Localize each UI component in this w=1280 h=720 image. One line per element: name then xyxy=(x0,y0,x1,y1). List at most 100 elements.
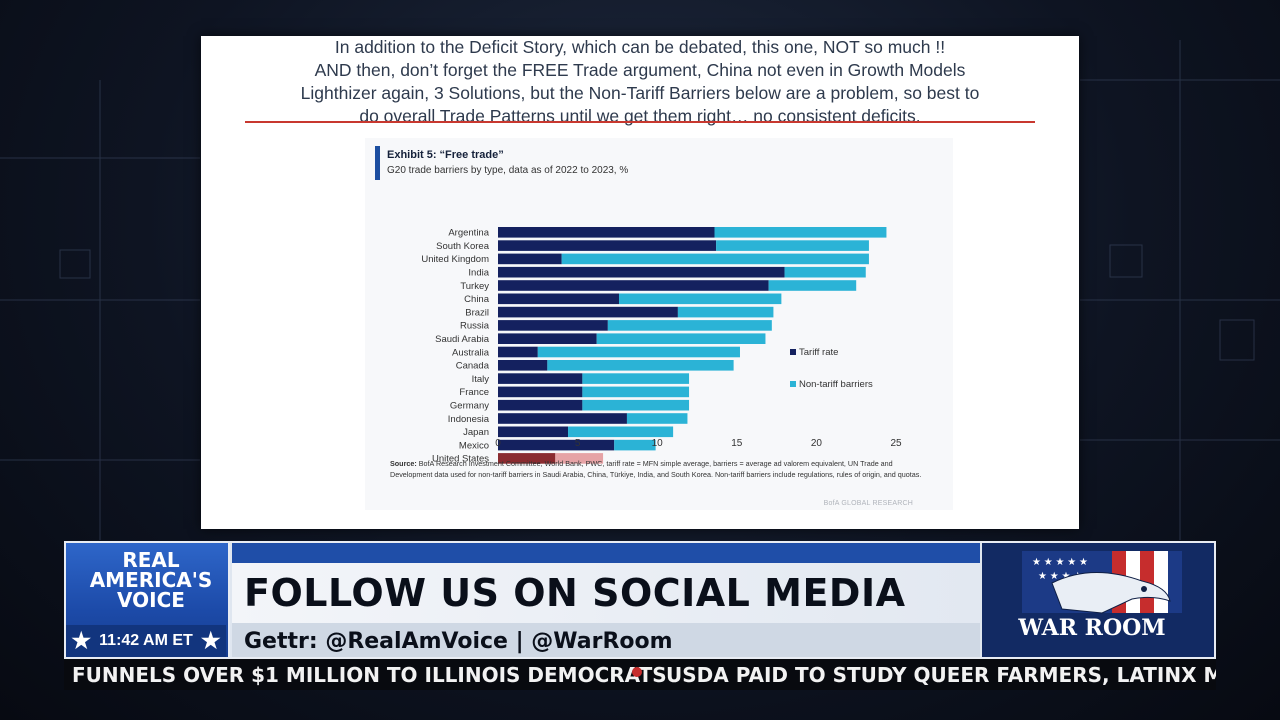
bar-tariff xyxy=(498,386,583,398)
category-label: France xyxy=(459,387,489,398)
x-tick-label: 10 xyxy=(652,438,664,449)
bar-tariff xyxy=(498,373,583,384)
headline-banner: FOLLOW US ON SOCIAL MEDIA Gettr: @RealAm… xyxy=(232,563,980,657)
bar-non-tariff xyxy=(537,346,740,358)
slide-line: In addition to the Deficit Story, which … xyxy=(334,37,946,57)
bar-non-tariff xyxy=(582,386,690,398)
legend-label: Non-tariff barriers xyxy=(799,379,873,390)
bar-tariff xyxy=(498,360,548,371)
stacked-bar-chart: Argentina South Korea United Kingdom India T… xyxy=(421,227,902,465)
x-tick-label: 15 xyxy=(731,438,743,449)
bar-tariff xyxy=(498,280,769,291)
network-logo-line: AMERICA'S xyxy=(89,568,213,592)
network-logo-line: REAL xyxy=(122,548,180,572)
bar-tariff xyxy=(498,399,583,411)
x-tick-label: 20 xyxy=(811,438,823,449)
bar-non-tariff xyxy=(582,399,690,411)
category-label: Italy xyxy=(472,374,490,385)
presentation-slide: In addition to the Deficit Story, which … xyxy=(201,36,1079,529)
ticker-item: USDA PAID TO STUDY QUEER FARMERS, LATINX… xyxy=(666,663,1216,687)
chart-title: Exhibit 5: “Free trade” xyxy=(387,149,504,161)
bar-non-tariff xyxy=(626,413,688,424)
category-label: Turkey xyxy=(460,281,489,292)
x-tick-label: 25 xyxy=(890,438,902,449)
category-label: Canada xyxy=(456,361,490,372)
bar-non-tariff xyxy=(614,439,656,451)
slide-line: AND then, don’t forget the FREE Trade ar… xyxy=(314,60,966,80)
legend-swatch xyxy=(790,381,796,387)
eagle-flag-icon: ★ ★ ★ ★ ★ ★ ★ ★ ★ xyxy=(1022,551,1182,614)
category-label: Brazil xyxy=(465,307,489,318)
category-label: Saudi Arabia xyxy=(435,334,490,345)
bar-non-tariff xyxy=(784,266,866,278)
bar-non-tariff xyxy=(547,360,734,371)
bar-non-tariff xyxy=(768,280,857,291)
bar-tariff xyxy=(498,453,556,464)
banner-subline: Gettr: @RealAmVoice | @WarRoom xyxy=(244,629,673,654)
chart-panel: Exhibit 5: “Free trade” G20 trade barrie… xyxy=(365,138,953,510)
banner-top-strip xyxy=(232,543,980,563)
slide-line: do overall Trade Patterns until we get t… xyxy=(359,106,921,126)
bar-non-tariff xyxy=(716,240,869,251)
banner-subline-background xyxy=(232,623,980,657)
clock-time: 11:42 AM ET xyxy=(99,632,193,649)
bar-tariff xyxy=(498,426,569,438)
svg-text:★ ★ ★ ★: ★ ★ ★ ★ xyxy=(1038,571,1082,582)
bar-tariff xyxy=(498,413,627,424)
bar-non-tariff xyxy=(607,320,772,331)
ticker-separator-icon xyxy=(632,667,642,677)
network-logo: REAL AMERICA'S VOICE xyxy=(76,550,226,610)
category-label: United Kingdom xyxy=(421,254,489,265)
category-label: Japan xyxy=(463,427,489,438)
banner-headline: FOLLOW US ON SOCIAL MEDIA xyxy=(244,571,906,615)
bar-non-tariff xyxy=(561,253,869,265)
chart-source-note: Source: BofA Research Investment Committ… xyxy=(390,459,930,480)
bar-tariff xyxy=(498,346,538,358)
show-logo-text: WAR ROOM xyxy=(1018,615,1166,641)
bar-tariff xyxy=(498,253,562,265)
source-label: Source: xyxy=(390,459,417,468)
slide-commentary: In addition to the Deficit Story, which … xyxy=(201,36,1079,128)
star-icon: ★ xyxy=(71,628,92,653)
bar-tariff xyxy=(498,227,715,238)
news-ticker: FUNNELS OVER $1 MILLION TO ILLINOIS DEMO… xyxy=(64,659,1216,690)
svg-text:★ ★ ★ ★ ★: ★ ★ ★ ★ ★ xyxy=(1032,557,1088,568)
bar-non-tariff xyxy=(568,426,674,438)
category-label: Argentina xyxy=(448,228,489,239)
bar-non-tariff xyxy=(555,453,604,464)
category-label: Australia xyxy=(452,347,490,358)
network-logo-panel: REAL AMERICA'S VOICE ★ 11:42 AM ET ★ xyxy=(66,543,230,657)
bar-tariff xyxy=(498,306,678,318)
network-logo-line: VOICE xyxy=(117,588,185,612)
category-label: Mexico xyxy=(459,440,489,451)
category-label: China xyxy=(464,294,490,305)
category-label: Indonesia xyxy=(448,414,490,425)
show-logo-panel: ★ ★ ★ ★ ★ ★ ★ ★ ★ WAR ROOM xyxy=(982,543,1214,657)
bar-tariff xyxy=(498,266,785,278)
bar-tariff xyxy=(498,293,619,305)
category-label: Russia xyxy=(460,321,490,332)
x-tick-label: 5 xyxy=(575,438,581,449)
bar-non-tariff xyxy=(677,306,774,318)
bar-non-tariff xyxy=(582,373,690,384)
chart-subtitle: G20 trade barriers by type, data as of 2… xyxy=(387,165,629,176)
bar-non-tariff xyxy=(714,227,887,238)
bar-non-tariff xyxy=(618,293,782,305)
ticker-item: FUNNELS OVER $1 MILLION TO ILLINOIS DEMO… xyxy=(72,663,667,687)
title-accent-bar xyxy=(375,146,380,180)
time-bar: ★ 11:42 AM ET ★ xyxy=(66,625,226,657)
bar-tariff xyxy=(498,320,608,331)
bar-tariff xyxy=(498,439,615,451)
category-label: United States xyxy=(432,454,489,465)
category-label: Germany xyxy=(450,401,489,412)
bar-tariff xyxy=(498,333,597,344)
slide-line: Lighthizer again, 3 Solutions, but the N… xyxy=(300,83,980,103)
category-label: South Korea xyxy=(436,241,490,252)
red-underline xyxy=(245,121,1035,123)
lower-third: REAL AMERICA'S VOICE ★ 11:42 AM ET ★ FOL… xyxy=(64,541,1216,659)
legend-swatch xyxy=(790,349,796,355)
source-text: BofA Research Investment Committee, Worl… xyxy=(390,459,922,479)
star-icon: ★ xyxy=(200,628,221,653)
bofa-watermark: BofA GLOBAL RESEARCH xyxy=(823,500,913,507)
